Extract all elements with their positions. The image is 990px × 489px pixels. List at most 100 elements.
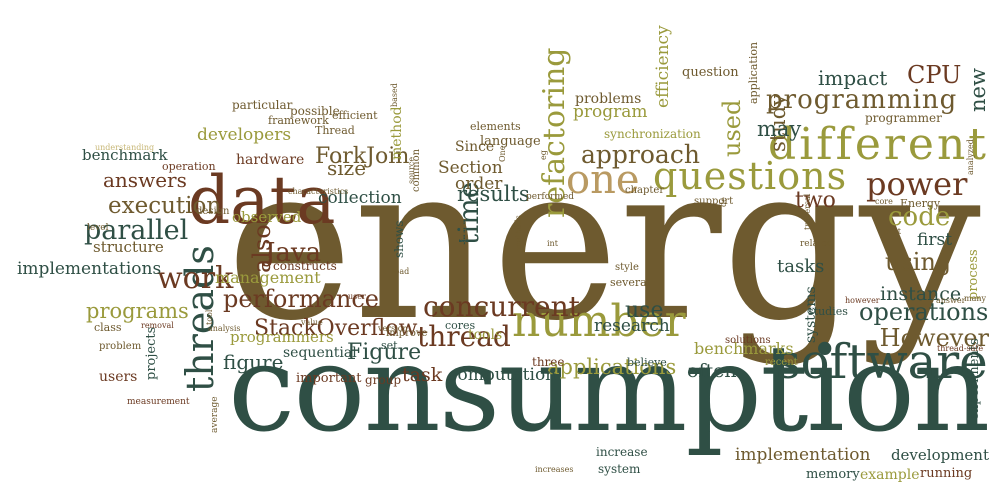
- cloud-word: framework: [268, 114, 329, 127]
- cloud-word: however: [845, 296, 880, 305]
- cloud-word: may: [757, 117, 802, 141]
- cloud-word: program: [573, 102, 648, 122]
- cloud-word: programmer: [865, 111, 942, 125]
- cloud-word: projects: [144, 326, 159, 380]
- cloud-word: number: [512, 296, 686, 347]
- cloud-word: value: [301, 318, 323, 327]
- cloud-word: cores: [445, 319, 476, 332]
- cloud-word: running: [920, 466, 973, 481]
- cloud-word: implementations: [17, 259, 162, 279]
- cloud-word: management: [215, 268, 321, 287]
- cloud-word: tool: [205, 309, 214, 325]
- cloud-word: used: [718, 99, 746, 157]
- cloud-word: process: [966, 249, 981, 300]
- cloud-word: three: [532, 355, 565, 369]
- cloud-word: Since: [455, 139, 495, 155]
- cloud-word: Thread: [315, 124, 355, 137]
- cloud-word: programming: [766, 85, 958, 115]
- cloud-word: using: [885, 248, 952, 276]
- cloud-word: source: [407, 156, 416, 184]
- cloud-word: group: [365, 373, 402, 387]
- cloud-word: important: [296, 371, 362, 386]
- cloud-word: application: [747, 41, 760, 104]
- cloud-word: one: [566, 157, 640, 203]
- cloud-word: two: [795, 188, 836, 213]
- cloud-word: shows: [392, 220, 406, 258]
- cloud-word: structure: [93, 238, 164, 256]
- cloud-word: average: [210, 396, 220, 433]
- cloud-word: However: [879, 324, 989, 352]
- cloud-word: execution: [108, 193, 222, 219]
- cloud-word: improve: [386, 328, 428, 339]
- cloud-word: development: [890, 446, 989, 464]
- cloud-word: figure: [223, 350, 284, 374]
- cloud-word: method: [389, 106, 405, 160]
- cloud-word: impact: [818, 66, 888, 90]
- cloud-word: sequential: [283, 345, 357, 361]
- cloud-word: constructs: [273, 259, 337, 273]
- cloud-word: code: [888, 202, 951, 232]
- cloud-word: new: [966, 68, 990, 112]
- cloud-word: problem: [99, 341, 142, 352]
- cloud-word: approach: [581, 140, 700, 169]
- cloud-word: questions: [653, 154, 848, 198]
- cloud-word: answers: [103, 168, 187, 192]
- cloud-word: answer: [936, 296, 966, 305]
- cloud-word: language: [480, 134, 541, 149]
- cloud-word: design: [196, 206, 230, 217]
- cloud-word: first: [917, 230, 953, 250]
- cloud-word: work: [157, 261, 234, 296]
- cloud-word: results: [457, 182, 530, 206]
- cloud-word: recent: [765, 357, 798, 368]
- cloud-word: eg: [539, 150, 548, 160]
- cloud-word: operations: [859, 298, 989, 326]
- cloud-word: research: [594, 316, 670, 336]
- cloud-word: computation: [448, 365, 557, 385]
- cloud-word: Energy: [900, 197, 941, 210]
- cloud-word: different: [768, 119, 989, 170]
- cloud-word: increases: [535, 465, 574, 474]
- cloud-word: programmers: [230, 328, 334, 346]
- cloud-word: support: [694, 196, 734, 207]
- cloud-word: StackOverflow: [254, 316, 418, 341]
- cloud-word: example: [860, 467, 920, 483]
- cloud-word: benchmark: [82, 146, 168, 164]
- cloud-word: system: [598, 462, 641, 476]
- cloud-word: often: [687, 360, 737, 382]
- cloud-word: possible: [290, 104, 340, 118]
- cloud-word: removal: [141, 321, 174, 330]
- cloud-word: similar: [459, 217, 468, 245]
- cloud-word: order: [455, 174, 503, 194]
- cloud-word: several: [610, 276, 651, 289]
- cloud-word: benchmarks: [694, 339, 794, 358]
- cloud-word: performed: [526, 192, 575, 202]
- cloud-word: applications: [547, 355, 677, 379]
- cloud-word: operation: [162, 160, 216, 173]
- cloud-word: performance: [223, 285, 380, 313]
- cloud-word: increase: [596, 445, 648, 459]
- cloud-word: synchronization: [604, 127, 701, 141]
- cloud-word: believe: [627, 356, 667, 369]
- cloud-word: consumption: [228, 320, 990, 459]
- cloud-word: class: [94, 321, 122, 334]
- cloud-word: hardware: [236, 152, 305, 168]
- cloud-word: parallel: [84, 215, 189, 246]
- cloud-word: tools: [468, 327, 503, 343]
- cloud-word: use: [625, 298, 664, 323]
- cloud-word: energy: [226, 117, 981, 368]
- cloud-word: characteristics: [288, 187, 349, 196]
- cloud-word: size: [327, 156, 367, 180]
- cloud-word: question: [682, 65, 739, 80]
- cloud-word: memory: [806, 467, 860, 482]
- cloud-word: Figure: [347, 340, 422, 365]
- cloud-word: efficient: [332, 109, 378, 122]
- cloud-word: observed: [232, 208, 302, 226]
- cloud-word: user: [348, 292, 366, 301]
- cloud-word: methods: [514, 215, 523, 250]
- cloud-word: core: [875, 197, 893, 206]
- cloud-word: load: [392, 267, 410, 276]
- cloud-word: power: [866, 165, 968, 203]
- cloud-word: problems: [575, 91, 642, 107]
- cloud-word: traversal: [803, 193, 812, 230]
